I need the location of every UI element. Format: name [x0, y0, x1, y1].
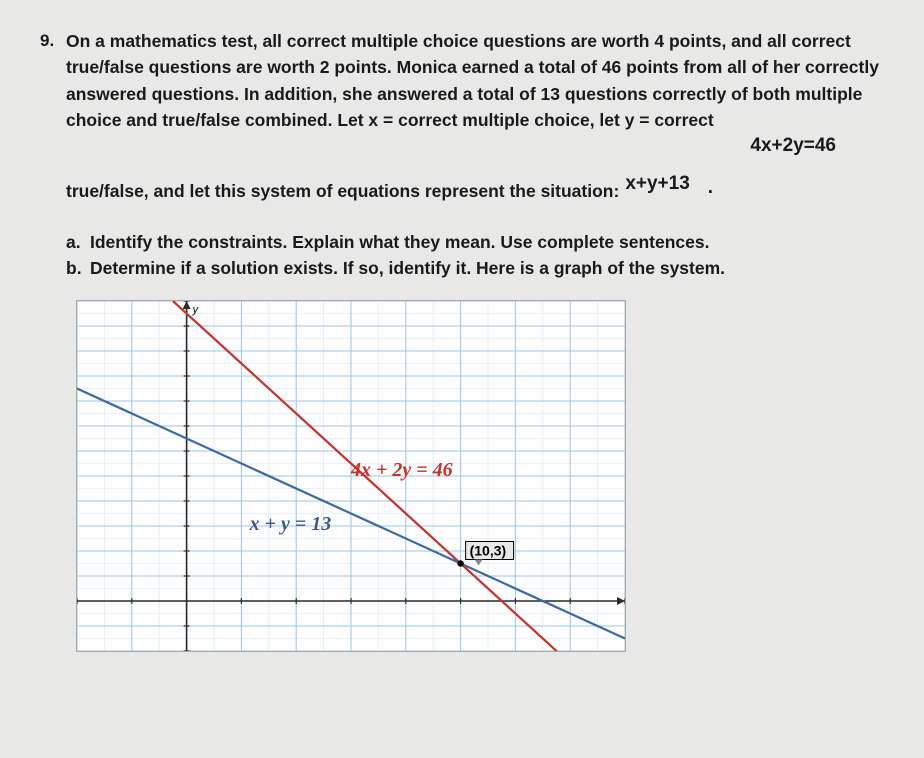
question-text: On a mathematics test, all correct multi…: [66, 28, 884, 133]
equation-2: x+y+13: [625, 173, 689, 195]
subpart-b-letter: b.: [66, 255, 90, 281]
system-graph: y4x + 2y = 46x + y = 13(10,3): [76, 300, 626, 652]
svg-text:4x + 2y = 46: 4x + 2y = 46: [350, 459, 453, 481]
question-number: 9.: [40, 28, 66, 54]
situation-lead: true/false, and let this system of equat…: [66, 181, 619, 202]
equation-1: 4x+2y=46: [40, 135, 836, 157]
subpart-b-text: Determine if a solution exists. If so, i…: [90, 255, 725, 281]
graph-svg: y4x + 2y = 46x + y = 13(10,3): [77, 301, 625, 651]
svg-text:x + y = 13: x + y = 13: [249, 512, 332, 534]
subpart-a-letter: a.: [66, 229, 90, 255]
subpart-a-text: Identify the constraints. Explain what t…: [90, 229, 709, 255]
svg-text:(10,3): (10,3): [470, 542, 507, 558]
situation-dot: .: [708, 177, 713, 199]
